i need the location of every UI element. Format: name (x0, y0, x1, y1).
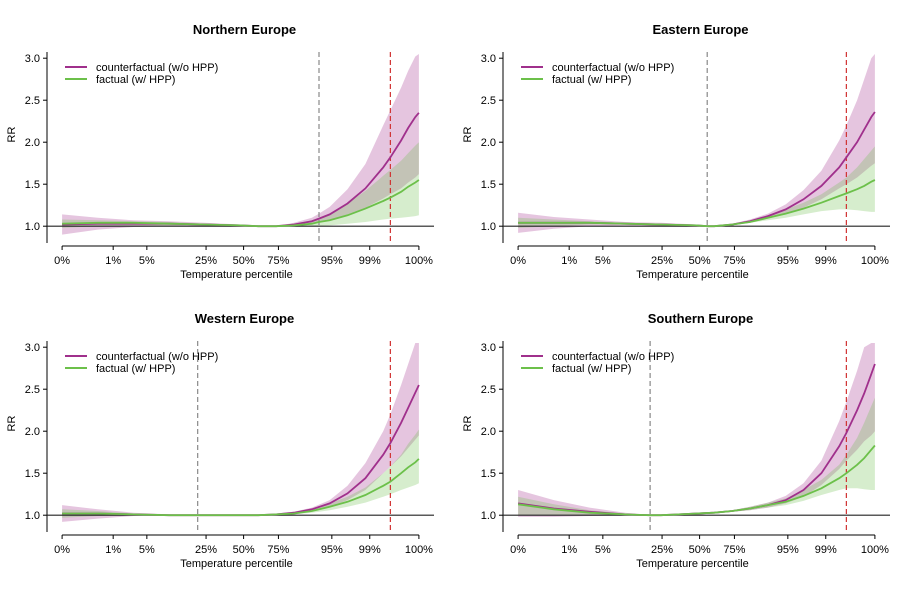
x-tick-label: 1% (561, 255, 577, 267)
x-tick-label: 1% (105, 544, 121, 556)
y-tick-label: 2.0 (481, 137, 496, 149)
x-axis-label: Temperature percentile (180, 558, 293, 570)
chart-title: Southern Europe (648, 311, 753, 326)
legend: counterfactual (w/o HPP)factual (w/ HPP) (521, 62, 674, 86)
y-tick-label: 3.0 (481, 53, 496, 65)
y-tick-label: 2.5 (481, 95, 496, 107)
x-tick-label: 5% (595, 544, 611, 556)
legend-label: factual (w/ HPP) (96, 74, 175, 86)
x-tick-label: 75% (723, 255, 745, 267)
x-tick-label: 75% (267, 255, 289, 267)
panel-0: Northern Europe 1.0 1.5 2.0 2.5 3.0 0% 1% 5% 25% 5… (6, 22, 434, 281)
y-tick-label: 1.5 (25, 179, 40, 191)
legend: counterfactual (w/o HPP)factual (w/ HPP) (65, 62, 218, 86)
x-tick-label: 95% (321, 255, 343, 267)
x-tick-label: 50% (689, 544, 711, 556)
x-tick-label: 50% (233, 544, 255, 556)
x-axis-label: Temperature percentile (636, 269, 749, 281)
x-tick-label: 5% (595, 255, 611, 267)
x-tick-label: 5% (139, 544, 155, 556)
panel-2: Western Europe 1.0 1.5 2.0 2.5 3.0 0% 1% 5% 25% 50… (6, 311, 434, 570)
y-axis-label: RR (462, 127, 474, 143)
x-tick-label: 75% (267, 544, 289, 556)
y-tick-label: 2.5 (25, 384, 40, 396)
y-tick-label: 1.5 (25, 468, 40, 480)
y-axis-label: RR (462, 416, 474, 432)
x-tick-label: 0% (510, 544, 526, 556)
x-tick-label: 5% (139, 255, 155, 267)
chart-title: Western Europe (195, 311, 294, 326)
x-tick-label: 25% (195, 544, 217, 556)
x-tick-label: 95% (777, 255, 799, 267)
ci-band-factual (62, 142, 419, 228)
legend-label: counterfactual (w/o HPP) (96, 351, 218, 363)
x-tick-label: 0% (54, 544, 70, 556)
x-tick-label: 1% (105, 255, 121, 267)
series-line-factual (517, 444, 876, 517)
x-tick-label: 95% (777, 544, 799, 556)
x-tick-label: 25% (651, 255, 673, 267)
chart-title: Eastern Europe (652, 22, 748, 37)
ci-band-factual (518, 397, 875, 516)
x-tick-label: 0% (510, 255, 526, 267)
x-tick-label: 1% (561, 544, 577, 556)
y-tick-label: 2.0 (481, 426, 496, 438)
x-tick-label: 0% (54, 255, 70, 267)
legend-label: counterfactual (w/o HPP) (552, 351, 674, 363)
y-tick-label: 3.0 (481, 342, 496, 354)
y-axis-label: RR (6, 416, 18, 432)
y-tick-label: 1.0 (481, 221, 496, 233)
y-tick-label: 1.0 (25, 221, 40, 233)
y-tick-label: 1.0 (481, 510, 496, 522)
x-tick-label: 75% (723, 544, 745, 556)
y-tick-label: 2.0 (25, 426, 40, 438)
x-tick-label: 25% (651, 544, 673, 556)
y-tick-label: 2.5 (25, 95, 40, 107)
x-tick-label: 50% (689, 255, 711, 267)
series-line-factual (518, 179, 876, 228)
legend-label: factual (w/ HPP) (96, 363, 175, 375)
legend: counterfactual (w/o HPP)factual (w/ HPP) (65, 351, 218, 375)
x-axis-label: Temperature percentile (636, 558, 749, 570)
y-axis-label: RR (6, 127, 18, 143)
legend-label: factual (w/ HPP) (552, 74, 631, 86)
chart-title: Northern Europe (193, 22, 296, 37)
x-tick-label: 95% (321, 544, 343, 556)
y-tick-label: 1.5 (481, 179, 496, 191)
series-line-factual (62, 179, 420, 228)
ci-band-factual (518, 146, 875, 228)
legend-label: counterfactual (w/o HPP) (96, 62, 218, 74)
x-tick-label: 99% (815, 544, 837, 556)
x-tick-label: 99% (815, 255, 837, 267)
legend-label: counterfactual (w/o HPP) (552, 62, 674, 74)
x-tick-label: 50% (233, 255, 255, 267)
x-tick-label: 25% (195, 255, 217, 267)
x-axis-label: Temperature percentile (180, 269, 293, 281)
legend-label: factual (w/ HPP) (552, 363, 631, 375)
x-tick-label: 100% (405, 544, 433, 556)
y-tick-label: 1.5 (481, 468, 496, 480)
x-tick-label: 100% (405, 255, 433, 267)
y-tick-label: 2.0 (25, 137, 40, 149)
y-tick-label: 2.5 (481, 384, 496, 396)
panel-3: Southern Europe 1.0 1.5 2.0 2.5 3.0 0% 1% 5% 25% 5… (462, 311, 890, 570)
panel-1: Eastern Europe 1.0 1.5 2.0 2.5 3.0 0% 1% 5% 25% 50… (462, 22, 890, 281)
series-line-factual (62, 458, 420, 517)
legend: counterfactual (w/o HPP)factual (w/ HPP) (521, 351, 674, 375)
x-tick-label: 100% (861, 544, 889, 556)
y-tick-label: 3.0 (25, 53, 40, 65)
x-tick-label: 100% (861, 255, 889, 267)
x-tick-label: 99% (359, 255, 381, 267)
y-tick-label: 3.0 (25, 342, 40, 354)
x-tick-label: 99% (359, 544, 381, 556)
y-tick-label: 1.0 (25, 510, 40, 522)
